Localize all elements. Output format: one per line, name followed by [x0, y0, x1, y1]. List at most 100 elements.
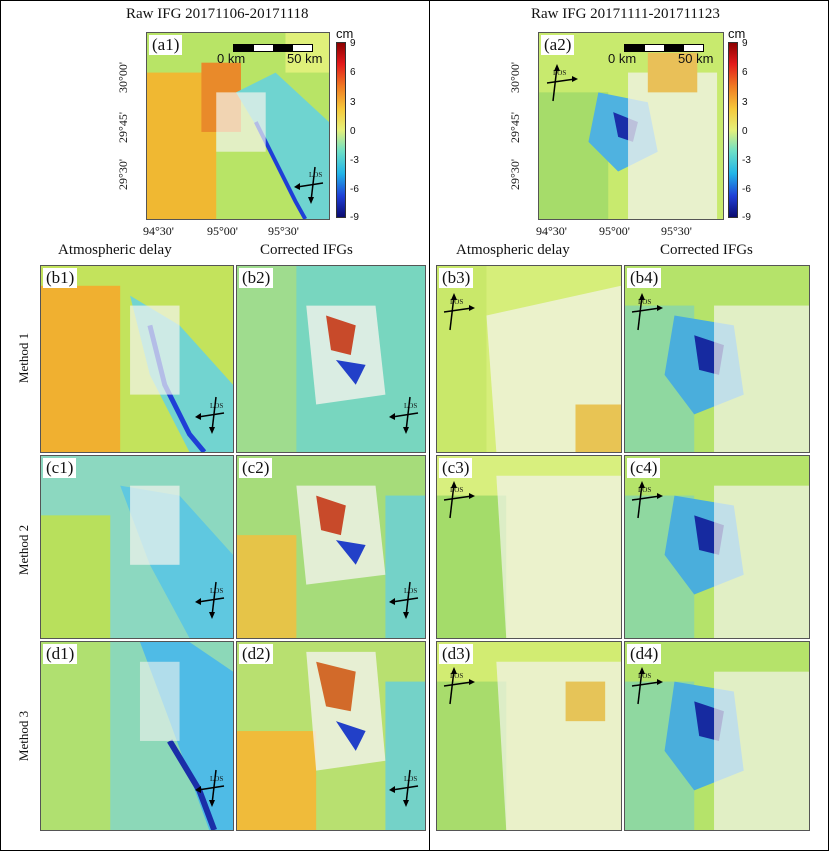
panel-label-d1: (d1)	[43, 644, 78, 664]
map-a1-raster	[147, 33, 329, 219]
lat-tick-a1-1: 29°45'	[115, 112, 130, 143]
map-panel-a1: (a1) LOS	[146, 32, 330, 220]
los-label-c2: LOS	[404, 587, 418, 595]
colorbar-tick-a2-1: 6	[742, 67, 748, 78]
colorbar-unit-a2: cm	[728, 26, 746, 41]
los-label-c4: LOS	[638, 486, 652, 494]
panel-label-c3: (c3)	[439, 458, 473, 478]
los-arrow-a1	[293, 165, 329, 205]
colorbar-tick-a2-6: -9	[742, 212, 751, 223]
row-label-method-3: Method 3	[16, 710, 31, 762]
los-label-a2: LOS	[553, 69, 567, 77]
col-title-atm-left: Atmospheric delay	[58, 242, 172, 258]
panel-label-c2: (c2)	[239, 458, 273, 478]
map-panel-d2: (d2)	[236, 641, 426, 831]
colorbar-tick-a1-6: -9	[350, 212, 359, 223]
panel-label-d3: (d3)	[439, 644, 474, 664]
panel-label-a1: (a1)	[149, 35, 183, 55]
scalebar-end-a1: 50 km	[287, 51, 323, 66]
map-panel-c3: (c3)	[436, 455, 622, 639]
map-panel-b2: (b2)	[236, 265, 426, 453]
right-title: Raw IFG 20171111-201711123	[531, 6, 720, 22]
map-panel-c1: (c1)	[40, 455, 234, 639]
scalebar-start-a1: 0 km	[217, 51, 246, 66]
los-label-c1: LOS	[210, 587, 224, 595]
lon-tick-a2-0: 94°30'	[536, 224, 567, 238]
map-panel-d3: (d3)	[436, 641, 622, 831]
los-arrow-c1	[194, 580, 230, 620]
map-panel-c4: (c4)	[624, 455, 810, 639]
colorbar-tick-a2-2: 3	[742, 97, 748, 108]
lat-tick-a1-0: 30°00'	[115, 62, 130, 93]
lat-tick-a1-2: 29°30'	[115, 159, 130, 190]
scalebar-start-a2: 0 km	[608, 51, 637, 66]
colorbar-tick-a1-2: 3	[350, 97, 356, 108]
los-label-d1: LOS	[210, 775, 224, 783]
colorbar-tick-a2-4: -3	[742, 155, 751, 166]
map-panel-d1: (d1)	[40, 641, 234, 831]
panel-label-c1: (c1)	[43, 458, 77, 478]
panel-label-b1: (b1)	[43, 268, 78, 288]
left-title: Raw IFG 20171106-20171118	[126, 6, 309, 22]
los-label-d3: LOS	[450, 672, 464, 680]
colorbar-a2	[728, 42, 738, 218]
los-label-b4: LOS	[638, 298, 652, 306]
panel-label-a2: (a2)	[541, 35, 575, 55]
scalebar-a1	[233, 44, 313, 52]
lon-tick-a1-1: 95°00'	[207, 224, 238, 238]
lon-tick-a1-0: 94°30'	[143, 224, 174, 238]
lat-tick-a2-0: 30°00'	[507, 62, 522, 93]
colorbar-a1	[336, 42, 346, 218]
panel-label-b4: (b4)	[627, 268, 662, 288]
panel-label-c4: (c4)	[627, 458, 661, 478]
colorbar-tick-a1-1: 6	[350, 67, 356, 78]
colorbar-tick-a1-4: -3	[350, 155, 359, 166]
los-arrow-b2	[388, 395, 424, 435]
panel-label-b2: (b2)	[239, 268, 274, 288]
los-arrow-c2	[388, 580, 424, 620]
los-arrow-b3	[440, 292, 476, 332]
colorbar-tick-a2-5: -6	[742, 184, 751, 195]
col-title-atm-right: Atmospheric delay	[456, 242, 570, 258]
map-panel-a2: (a2) LOS	[538, 32, 724, 220]
los-arrow-c3	[440, 480, 476, 520]
lon-tick-a1-2: 95°30'	[268, 224, 299, 238]
colorbar-tick-a1-5: -6	[350, 184, 359, 195]
map-a2-raster	[539, 33, 723, 219]
map-panel-d4: (d4)	[624, 641, 810, 831]
los-arrow-b4	[628, 292, 664, 332]
colorbar-unit-a1: cm	[336, 26, 354, 41]
panel-label-d2: (d2)	[239, 644, 274, 664]
lat-tick-a2-1: 29°45'	[507, 112, 522, 143]
panel-label-d4: (d4)	[627, 644, 662, 664]
panel-label-b3: (b3)	[439, 268, 474, 288]
los-label-b2: LOS	[404, 402, 418, 410]
row-label-method-2: Method 2	[16, 524, 31, 576]
los-arrow-d1	[194, 768, 230, 808]
los-label-b1: LOS	[210, 402, 224, 410]
los-arrow-d3	[440, 666, 476, 706]
map-panel-b1: (b1)	[40, 265, 234, 453]
map-panel-b3: (b3)	[436, 265, 622, 453]
los-arrow-b1	[194, 395, 230, 435]
los-arrow-c4	[628, 480, 664, 520]
colorbar-tick-a1-3: 0	[350, 126, 356, 137]
los-label-c3: LOS	[450, 486, 464, 494]
map-panel-b4: (b4)	[624, 265, 810, 453]
map-panel-c2: (c2)	[236, 455, 426, 639]
los-arrow-d2	[388, 768, 424, 808]
col-title-cor-left: Corrected IFGs	[260, 242, 353, 258]
scalebar-a2	[624, 44, 704, 52]
los-arrow-a2	[543, 63, 579, 103]
colorbar-tick-a1-0: 9	[350, 38, 356, 49]
colorbar-tick-a2-0: 9	[742, 38, 748, 49]
los-label-b3: LOS	[450, 298, 464, 306]
lat-tick-a2-2: 29°30'	[507, 159, 522, 190]
row-label-method-1: Method 1	[16, 332, 31, 384]
los-arrow-d4	[628, 666, 664, 706]
scalebar-end-a2: 50 km	[678, 51, 714, 66]
colorbar-tick-a2-3: 0	[742, 126, 748, 137]
col-title-cor-right: Corrected IFGs	[660, 242, 753, 258]
lon-tick-a2-2: 95°30'	[661, 224, 692, 238]
los-label-a1: LOS	[309, 171, 323, 179]
